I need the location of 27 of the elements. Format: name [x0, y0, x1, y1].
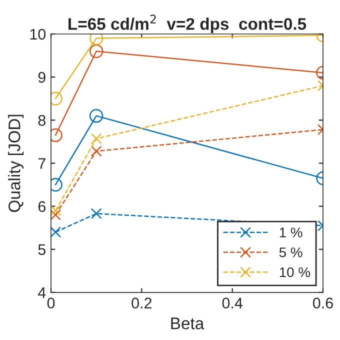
point	[51, 226, 62, 238]
y-tick-label: 4	[38, 287, 46, 298]
point	[51, 205, 62, 216]
point	[51, 92, 62, 106]
point	[51, 128, 62, 142]
y-tick-label: 6	[38, 201, 46, 212]
legend-label: 10 %	[280, 267, 310, 278]
x-axis-title: Beta	[171, 318, 204, 330]
y-tick-label: 8	[38, 115, 46, 126]
y-tick-label: 10	[30, 28, 46, 40]
point	[90, 133, 102, 144]
x-tick-label: 0.2	[132, 298, 152, 308]
y-tick-label: 7	[38, 158, 46, 169]
y-tick-label: 5	[38, 244, 46, 256]
point	[51, 178, 62, 192]
x-tick-label: 0.4	[222, 298, 243, 308]
y-tick-label: 9	[38, 72, 46, 83]
point	[89, 34, 104, 46]
legend-label: 1 %	[280, 228, 302, 238]
point	[51, 209, 62, 220]
legend-label: 5 %	[279, 247, 302, 258]
x-tick-label: 0	[47, 298, 55, 308]
x-tick-label: 0.6	[312, 298, 333, 308]
point	[90, 208, 102, 220]
chart-title: L=65 cd/m$^{2}$ v=2 dps cont=0.5	[68, 14, 306, 34]
y-axis-title: Quality [JOD]	[8, 114, 24, 212]
point	[90, 146, 102, 157]
